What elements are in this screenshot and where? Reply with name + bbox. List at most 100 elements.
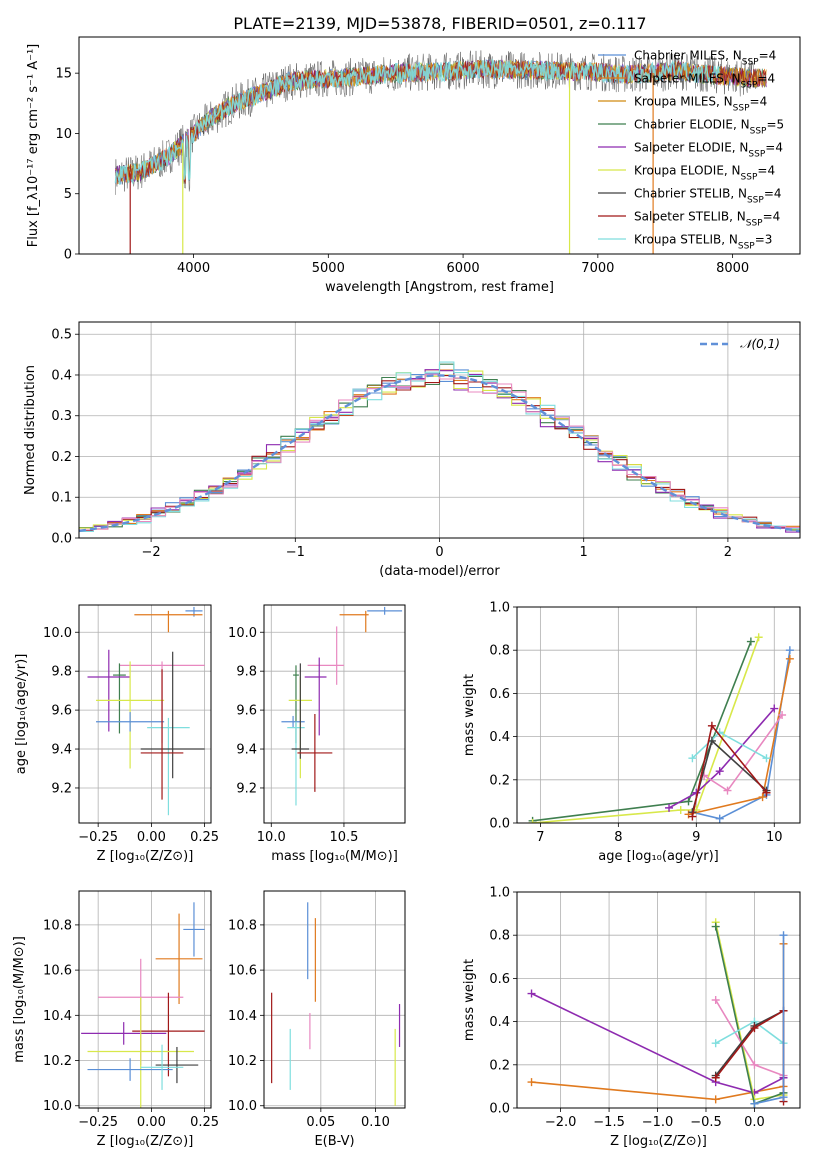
data-point <box>281 715 305 728</box>
x-tick-label: −0.25 <box>78 1115 118 1130</box>
error-bars <box>87 606 205 816</box>
x-axis-label: Z [log₁₀(Z/Z⊙)] <box>610 1134 707 1149</box>
model-spectrum <box>114 58 720 185</box>
legend-label: Salpeter STELIB, NSSP=4 <box>634 210 780 229</box>
x-tick-label: 6000 <box>447 261 480 276</box>
weight-marker <box>754 633 763 642</box>
axes-frame <box>263 604 406 824</box>
legend-label: Kroupa ELODIE, NSSP=4 <box>634 164 775 183</box>
x-tick-label: −0.5 <box>690 1115 722 1130</box>
y-tick-label: 10.6 <box>228 964 257 979</box>
panel-residual_hist: −2 −1 0 1 2 0.0 0.1 0.2 0.3 0.4 0.5 (data-model)/er… <box>23 321 801 579</box>
y-tick-label: 9.2 <box>51 781 72 796</box>
y-tick-label: 0.2 <box>489 773 510 788</box>
y-axis-label: age [log₁₀(age/yr)] <box>14 654 29 775</box>
weight-marker <box>684 797 693 806</box>
ticks: 10.0 10.5 9.2 9.4 9.6 9.8 10.0 <box>228 626 358 845</box>
weight-line <box>668 707 775 809</box>
weight-marker <box>688 812 697 821</box>
x-tick-label: −0.25 <box>78 830 118 845</box>
y-tick-label: 0.5 <box>51 328 72 343</box>
ticks: 4000 5000 6000 7000 8000 0 5 10 15 <box>55 67 749 276</box>
weight-marker <box>779 1093 788 1102</box>
data-point <box>132 992 205 1077</box>
y-tick-label: 0.0 <box>51 532 72 547</box>
weight-line <box>714 922 784 1101</box>
data-point <box>367 606 403 615</box>
x-tick-label: 0 <box>435 545 443 560</box>
weight-marker <box>762 754 771 763</box>
legend-label: Chabrier ELODIE, NSSP=5 <box>634 118 784 137</box>
y-tick-label: 9.4 <box>51 743 72 758</box>
x-tick-label: 1 <box>580 545 588 560</box>
y-tick-label: 0.4 <box>489 1015 510 1030</box>
data-point <box>87 649 131 732</box>
axes-frame <box>516 606 801 824</box>
weight-marker <box>711 1039 720 1048</box>
y-tick-label: 0.8 <box>489 644 510 659</box>
panel-age_vs_mass: 10.0 10.5 9.2 9.4 9.6 9.8 10.0 mass [log₁₀(M/M⊙… <box>228 604 406 864</box>
y-tick-label: 10.0 <box>228 1099 257 1114</box>
x-tick-label: 0.05 <box>306 1115 335 1130</box>
panel-weight_vs_age: 7 8 9 10 0.0 0.2 0.4 0.6 0.8 1.0 age [log₁₀(age/yr… <box>462 601 801 864</box>
weight-line <box>531 992 784 1094</box>
y-tick-label: 10.8 <box>228 918 257 933</box>
y-tick-label: 10.4 <box>43 1009 72 1024</box>
data-point <box>287 721 305 806</box>
gridlines <box>79 891 211 1108</box>
x-tick-label: −1 <box>286 545 305 560</box>
legend: 𝒩(0,1) <box>700 337 780 351</box>
y-tick-label: 10.2 <box>228 1054 257 1069</box>
x-tick-label: 0.10 <box>361 1115 390 1130</box>
ticks: 0.05 0.10 10.0 10.2 10.4 10.6 10.8 <box>228 918 390 1130</box>
y-tick-label: 10.0 <box>43 1099 72 1114</box>
y-tick-label: 9.8 <box>51 665 72 680</box>
axes-frame <box>516 891 801 1109</box>
y-tick-label: 10.2 <box>43 1054 72 1069</box>
weight-marker <box>711 922 720 931</box>
weight-marker <box>715 814 724 823</box>
weight-marker <box>707 721 716 730</box>
x-tick-label: 8000 <box>716 261 749 276</box>
error-bars <box>281 606 403 806</box>
data-point <box>183 902 205 957</box>
data-point <box>297 714 333 792</box>
weight-marker <box>528 819 537 823</box>
y-tick-label: 9.8 <box>236 665 257 680</box>
weight-line <box>532 641 752 822</box>
y-tick-label: 9.2 <box>236 781 257 796</box>
axes-frame <box>78 604 212 824</box>
x-tick-label: 0.25 <box>190 1115 219 1130</box>
legend-label: 𝒩(0,1) <box>740 337 780 351</box>
data-point <box>113 663 126 734</box>
data-point <box>96 712 165 732</box>
weight-marker <box>746 637 755 646</box>
y-tick-label: 9.6 <box>236 704 257 719</box>
x-axis-label: wavelength [Angstrom, rest frame] <box>325 280 554 295</box>
error-bars <box>81 902 205 1108</box>
data-point <box>87 1058 173 1081</box>
weight-marker <box>676 806 685 815</box>
data-point <box>134 610 203 633</box>
weight-marker <box>711 996 720 1004</box>
ticks: −0.25 0.00 0.25 10.0 10.2 10.4 10.6 10.8 <box>43 918 219 1130</box>
x-tick-label: −2 <box>142 545 161 560</box>
gridlines <box>264 891 405 1108</box>
weight-marker <box>527 1078 536 1087</box>
data-point <box>155 913 203 1005</box>
weight-lines <box>527 918 788 1108</box>
weight-marker <box>750 1099 759 1108</box>
data-point <box>87 997 194 1108</box>
x-tick-label: 0.25 <box>190 830 219 845</box>
gridlines <box>517 891 800 1109</box>
y-tick-label: 10.8 <box>43 918 72 933</box>
x-tick-label: 7000 <box>581 261 614 276</box>
chart-title: PLATE=2139, MJD=53878, FIBERID=0501, z=0… <box>233 14 646 33</box>
x-tick-label: −2.0 <box>545 1115 577 1130</box>
y-tick-label: 0.2 <box>51 450 72 465</box>
x-axis-label: E(B-V) <box>314 1134 354 1149</box>
weight-marker <box>527 989 536 998</box>
ticks: −0.25 0.00 0.25 9.2 9.4 9.6 9.8 10.0 <box>43 626 219 845</box>
x-tick-label: 2 <box>724 545 732 560</box>
x-axis-label: age [log₁₀(age/yr)] <box>598 849 719 864</box>
